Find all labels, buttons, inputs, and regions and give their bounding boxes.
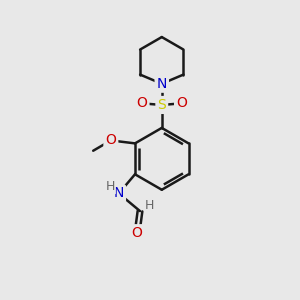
Text: O: O [132,226,142,240]
Text: O: O [176,97,187,110]
Text: H: H [106,181,115,194]
Text: O: O [136,97,148,110]
Text: N: N [157,77,167,91]
Text: O: O [105,134,116,147]
Text: S: S [158,98,166,112]
Text: N: N [114,186,124,200]
Text: H: H [145,199,154,212]
